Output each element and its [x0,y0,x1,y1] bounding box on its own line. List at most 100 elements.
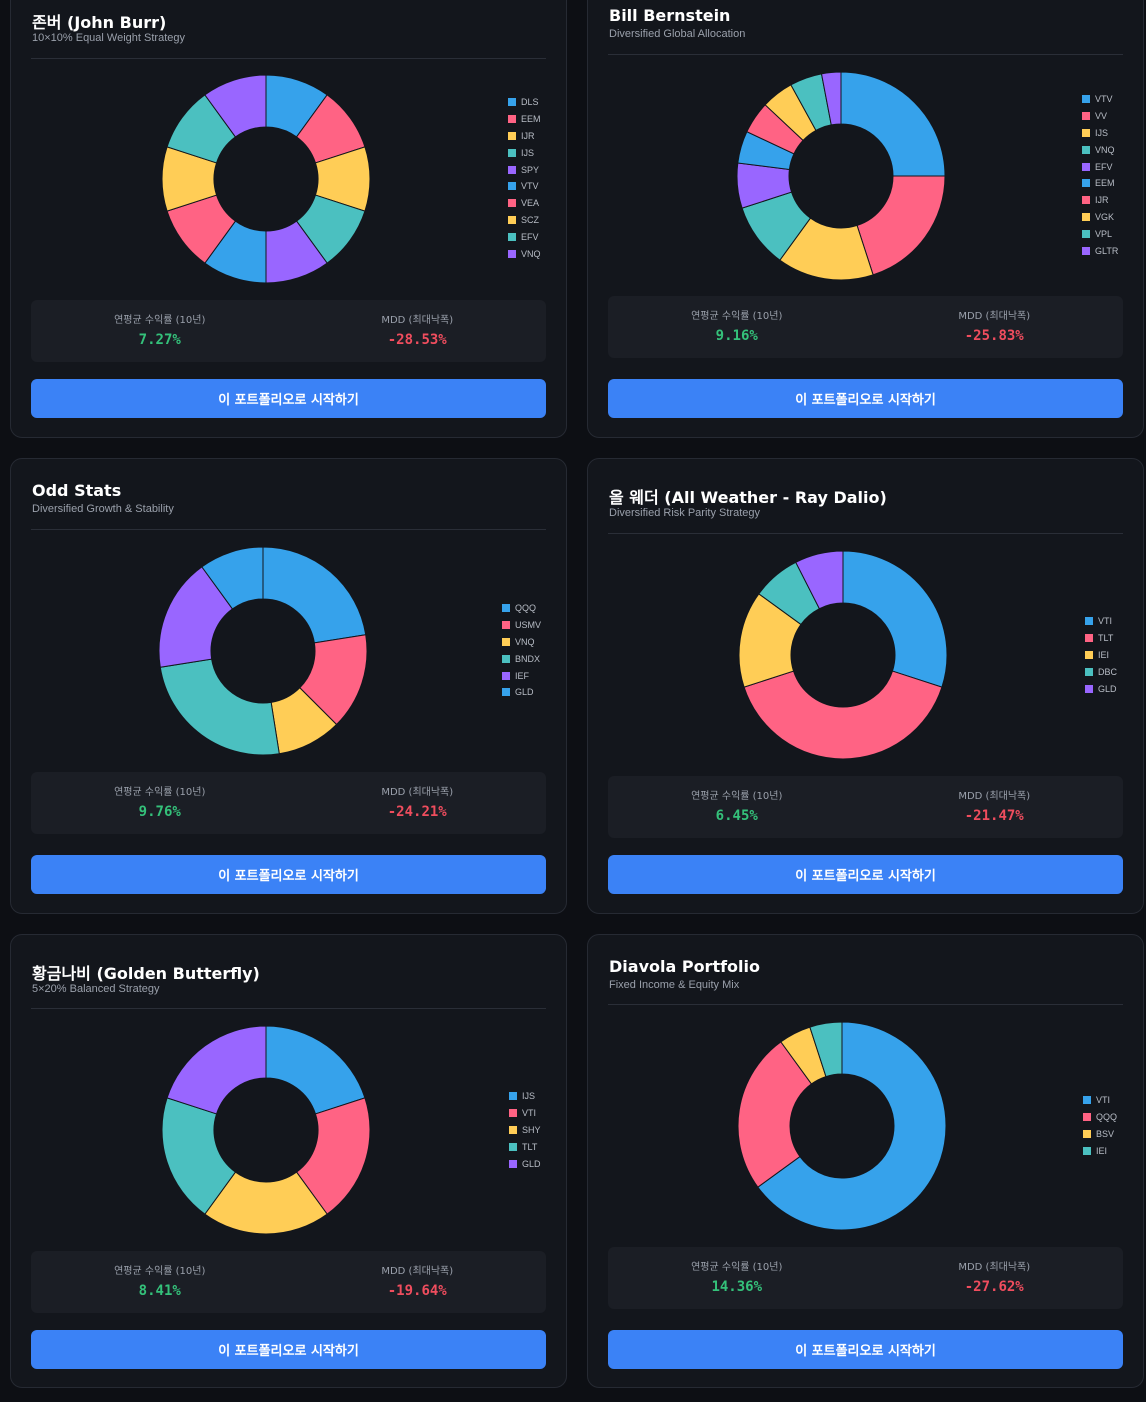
legend-item[interactable]: DBC [1085,663,1117,680]
legend-swatch [1083,1129,1091,1138]
legend-item[interactable]: EEM [1082,175,1118,192]
legend-item[interactable]: VPL [1082,225,1118,242]
legend-item[interactable]: EEM [508,111,541,128]
donut-slice-vnq [204,74,267,138]
legend-swatch [1082,212,1090,221]
start-portfolio-button[interactable]: 이 포트폴리오로 시작하기 [608,1330,1123,1369]
legend-item[interactable]: SPY [508,161,541,178]
legend-item[interactable]: EFV [1082,158,1118,175]
legend-label: VPL [1095,228,1113,239]
legend-item[interactable]: VTV [1082,91,1118,108]
divider [608,533,1123,534]
allocation-donut-chart [738,550,948,760]
legend-label: SCZ [521,214,539,225]
legend-item[interactable]: BSV [1083,1126,1117,1143]
cagr-value: 7.27% [138,332,181,348]
legend-item[interactable]: SHY [509,1122,541,1139]
legend-label: VNQ [1095,144,1115,155]
donut-slice-qqq [737,1041,813,1188]
legend-item[interactable]: VEA [508,195,541,212]
start-portfolio-button[interactable]: 이 포트폴리오로 시작하기 [608,379,1123,418]
legend-item[interactable]: USMV [502,617,541,634]
chart-legend: IJS VTI SHY TLT GLD [509,1088,541,1172]
legend-item[interactable]: GLD [1085,680,1117,697]
donut-slice-bndx [159,658,280,756]
legend-item[interactable]: QQQ [1083,1109,1117,1126]
start-portfolio-button[interactable]: 이 포트폴리오로 시작하기 [31,379,546,418]
portfolio-subtitle: 5×20% Balanced Strategy [32,983,160,995]
legend-item[interactable]: GLD [509,1155,541,1172]
donut-slice-shy [204,1171,328,1235]
legend-label: DBC [1098,666,1118,677]
legend-item[interactable]: SCZ [508,212,541,229]
mdd-label: MDD (최대낙폭) [381,1266,454,1277]
legend-item[interactable]: VNQ [1082,141,1118,158]
donut-slice-gld [166,1025,267,1115]
portfolio-title: 황금나비 (Golden Butterfly) [32,964,260,983]
legend-swatch [508,98,516,107]
legend-swatch [509,1159,517,1168]
portfolio-card: Bill Bernstein Diversified Global Alloca… [587,0,1144,438]
legend-item[interactable]: IJS [1082,125,1118,142]
legend-item[interactable]: VNQ [502,634,541,651]
legend-item[interactable]: IEI [1083,1142,1117,1159]
legend-item[interactable]: QQQ [502,600,541,617]
start-portfolio-button[interactable]: 이 포트폴리오로 시작하기 [608,855,1123,894]
legend-swatch [1082,162,1090,171]
legend-item[interactable]: IJS [509,1088,541,1105]
legend-item[interactable]: GLTR [1082,242,1118,259]
cagr-value: 8.41% [138,1283,181,1299]
legend-item[interactable]: IEF [502,667,541,684]
legend-item[interactable]: IEI [1085,647,1117,664]
divider [31,58,546,59]
stats-panel: 연평균 수익률 (10년) 9.76% MDD (최대낙폭) -24.21% [31,772,546,834]
legend-swatch [508,199,516,208]
cagr-label: 연평균 수익률 (10년) [114,315,206,326]
legend-swatch [502,688,510,697]
divider [608,1004,1123,1005]
legend-label: BNDX [515,653,541,664]
legend-item[interactable]: VTI [509,1105,541,1122]
legend-swatch [508,131,516,140]
legend-item[interactable]: EFV [508,228,541,245]
mdd-label: MDD (최대낙폭) [958,791,1031,802]
legend-item[interactable]: VNQ [508,245,541,262]
start-portfolio-button[interactable]: 이 포트폴리오로 시작하기 [31,1330,546,1369]
legend-item[interactable]: TLT [509,1138,541,1155]
legend-item[interactable]: VGK [1082,209,1118,226]
legend-swatch [1085,650,1093,659]
mdd-label: MDD (최대낙폭) [381,787,454,798]
legend-swatch [502,671,510,680]
legend-label: DLS [521,97,539,108]
portfolio-title: Bill Bernstein [609,6,731,25]
cagr-label: 연평균 수익률 (10년) [691,311,783,322]
legend-item[interactable]: VTI [1085,613,1117,630]
legend-item[interactable]: VTI [1083,1092,1117,1109]
legend-label: QQQ [515,603,537,614]
chart-legend: QQQ USMV VNQ BNDX IEF GLD [502,600,541,701]
chart-legend: VTI QQQ BSV IEI [1083,1092,1117,1159]
cagr-value: 14.36% [711,1279,763,1295]
legend-item[interactable]: DLS [508,94,541,111]
legend-label: VNQ [521,248,541,259]
portfolio-subtitle: Diversified Growth & Stability [32,503,174,515]
portfolio-title: Diavola Portfolio [609,957,761,976]
legend-item[interactable]: GLD [502,684,541,701]
legend-item[interactable]: IJR [1082,192,1118,209]
legend-swatch [508,115,516,124]
mdd-label: MDD (최대낙폭) [381,315,454,326]
legend-item[interactable]: VV [1082,108,1118,125]
portfolio-subtitle: Diversified Risk Parity Strategy [609,507,760,519]
legend-label: IJR [1095,195,1109,206]
donut-slice-qqq [262,546,367,644]
legend-item[interactable]: BNDX [502,650,541,667]
legend-item[interactable]: VTV [508,178,541,195]
legend-item[interactable]: TLT [1085,630,1117,647]
chart-legend: VTV VV IJS VNQ EFV EEM IJR VGK VPL GLTR [1082,91,1118,259]
portfolio-subtitle: Fixed Income & Equity Mix [609,979,740,991]
legend-item[interactable]: IJR [508,128,541,145]
legend-swatch [502,604,510,613]
start-portfolio-button[interactable]: 이 포트폴리오로 시작하기 [31,855,546,894]
legend-label: VTI [1098,616,1113,627]
legend-item[interactable]: IJS [508,144,541,161]
